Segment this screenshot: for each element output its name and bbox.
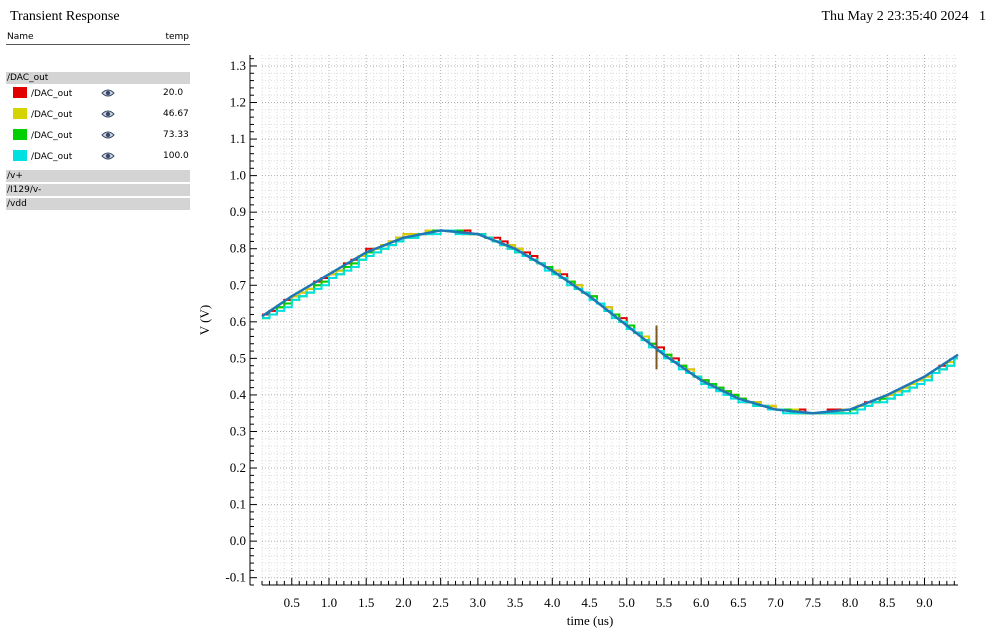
x-tick-label: 3.5 (507, 595, 523, 610)
x-tick-label: 1.5 (358, 595, 374, 610)
x-tick-label: 1.0 (321, 595, 337, 610)
trace-temp: 20.0 (163, 88, 184, 98)
x-tick-label: 7.5 (805, 595, 821, 610)
y-tick-label: 0.5 (230, 350, 246, 365)
legend-other-groups: /v+ /I129/v- /vdd (6, 170, 190, 210)
eye-icon[interactable] (101, 109, 115, 119)
trace-color-swatch[interactable] (13, 87, 27, 98)
legend-group-row[interactable]: /vdd (6, 198, 190, 210)
trace-name: /DAC_out (31, 131, 73, 141)
legend-trace-row[interactable]: /DAC_out 100.0 (6, 147, 190, 168)
trace-name: /DAC_out (31, 152, 73, 162)
x-tick-label: 2.5 (433, 595, 449, 610)
legend-trace-list: /DAC_out 20.0/DAC_out 46.67/DAC_out 73.33/D… (6, 84, 190, 168)
eye-icon[interactable] (101, 151, 115, 161)
y-tick-label: 0.9 (230, 204, 246, 219)
timestamp: Thu May 2 23:35:40 2024 1 (822, 9, 987, 25)
legend-temp-header: temp (165, 32, 189, 42)
x-tick-label: 8.5 (879, 595, 895, 610)
legend-group-dac-out[interactable]: /DAC_out (6, 72, 190, 84)
legend-trace-row[interactable]: /DAC_out 46.67 (6, 105, 190, 126)
legend-trace-row[interactable]: /DAC_out 73.33 (6, 126, 190, 147)
trace-color-swatch[interactable] (13, 108, 27, 119)
trace-name: /DAC_out (31, 89, 73, 99)
y-tick-label: 0.0 (230, 533, 246, 548)
legend-panel: Name temp /DAC_out /DAC_out 20.0/DAC_out 4… (6, 32, 190, 210)
legend-header: Name temp (6, 32, 190, 45)
legend-name-header: Name (7, 32, 34, 42)
y-tick-label: 1.2 (230, 95, 246, 110)
y-tick-label: 1.0 (230, 168, 246, 183)
trace-name: /DAC_out (31, 110, 73, 120)
y-tick-label: 0.6 (230, 314, 247, 329)
y-tick-label: 0.7 (230, 277, 247, 292)
x-tick-label: 2.0 (395, 595, 411, 610)
trace-temp: 73.33 (163, 130, 189, 140)
legend-group-row[interactable]: /v+ (6, 170, 190, 182)
eye-icon[interactable] (101, 130, 115, 140)
y-tick-label: 0.2 (230, 460, 246, 475)
x-tick-label: 6.0 (693, 595, 709, 610)
legend-trace-row[interactable]: /DAC_out 20.0 (6, 84, 190, 105)
trace-color-swatch[interactable] (13, 129, 27, 140)
y-tick-label: 0.8 (230, 241, 246, 256)
trace-temp: 46.67 (163, 109, 189, 119)
axes: -0.1 0.0 0.1 0.2 0.3 0.4 0.5 0.6 0.7 0.8 0.9 1.0 1.1… (225, 55, 958, 610)
x-tick-label: 4.0 (544, 595, 560, 610)
x-axis-label: time (us) (567, 613, 614, 628)
x-tick-label: 5.0 (619, 595, 635, 610)
y-tick-label: 0.3 (230, 423, 246, 438)
x-tick-label: 5.5 (656, 595, 672, 610)
page-number: 1 (979, 9, 986, 24)
eye-icon[interactable] (101, 88, 115, 98)
y-tick-label: -0.1 (225, 570, 246, 585)
x-tick-label: 8.0 (842, 595, 858, 610)
y-tick-label: 0.1 (230, 497, 246, 512)
y-tick-label: 0.4 (230, 387, 247, 402)
x-tick-label: 7.0 (768, 595, 784, 610)
x-tick-label: 4.5 (581, 595, 597, 610)
reference-curve (261, 229, 959, 415)
trace-color-swatch[interactable] (13, 150, 27, 161)
x-tick-label: 6.5 (730, 595, 746, 610)
x-tick-label: 9.0 (916, 595, 932, 610)
timestamp-text: Thu May 2 23:35:40 2024 (821, 9, 969, 24)
y-tick-label: 1.3 (230, 58, 246, 73)
legend-group-row[interactable]: /I129/v- (6, 184, 190, 196)
series-lines (261, 229, 959, 415)
x-tick-label: 0.5 (284, 595, 300, 610)
grid-lines (261, 55, 958, 586)
x-tick-label: 3.0 (470, 595, 486, 610)
y-axis-label: V (V) (197, 305, 212, 335)
window-title: Transient Response (10, 9, 120, 24)
trace-temp: 100.0 (163, 151, 189, 161)
y-tick-label: 1.1 (230, 131, 246, 146)
